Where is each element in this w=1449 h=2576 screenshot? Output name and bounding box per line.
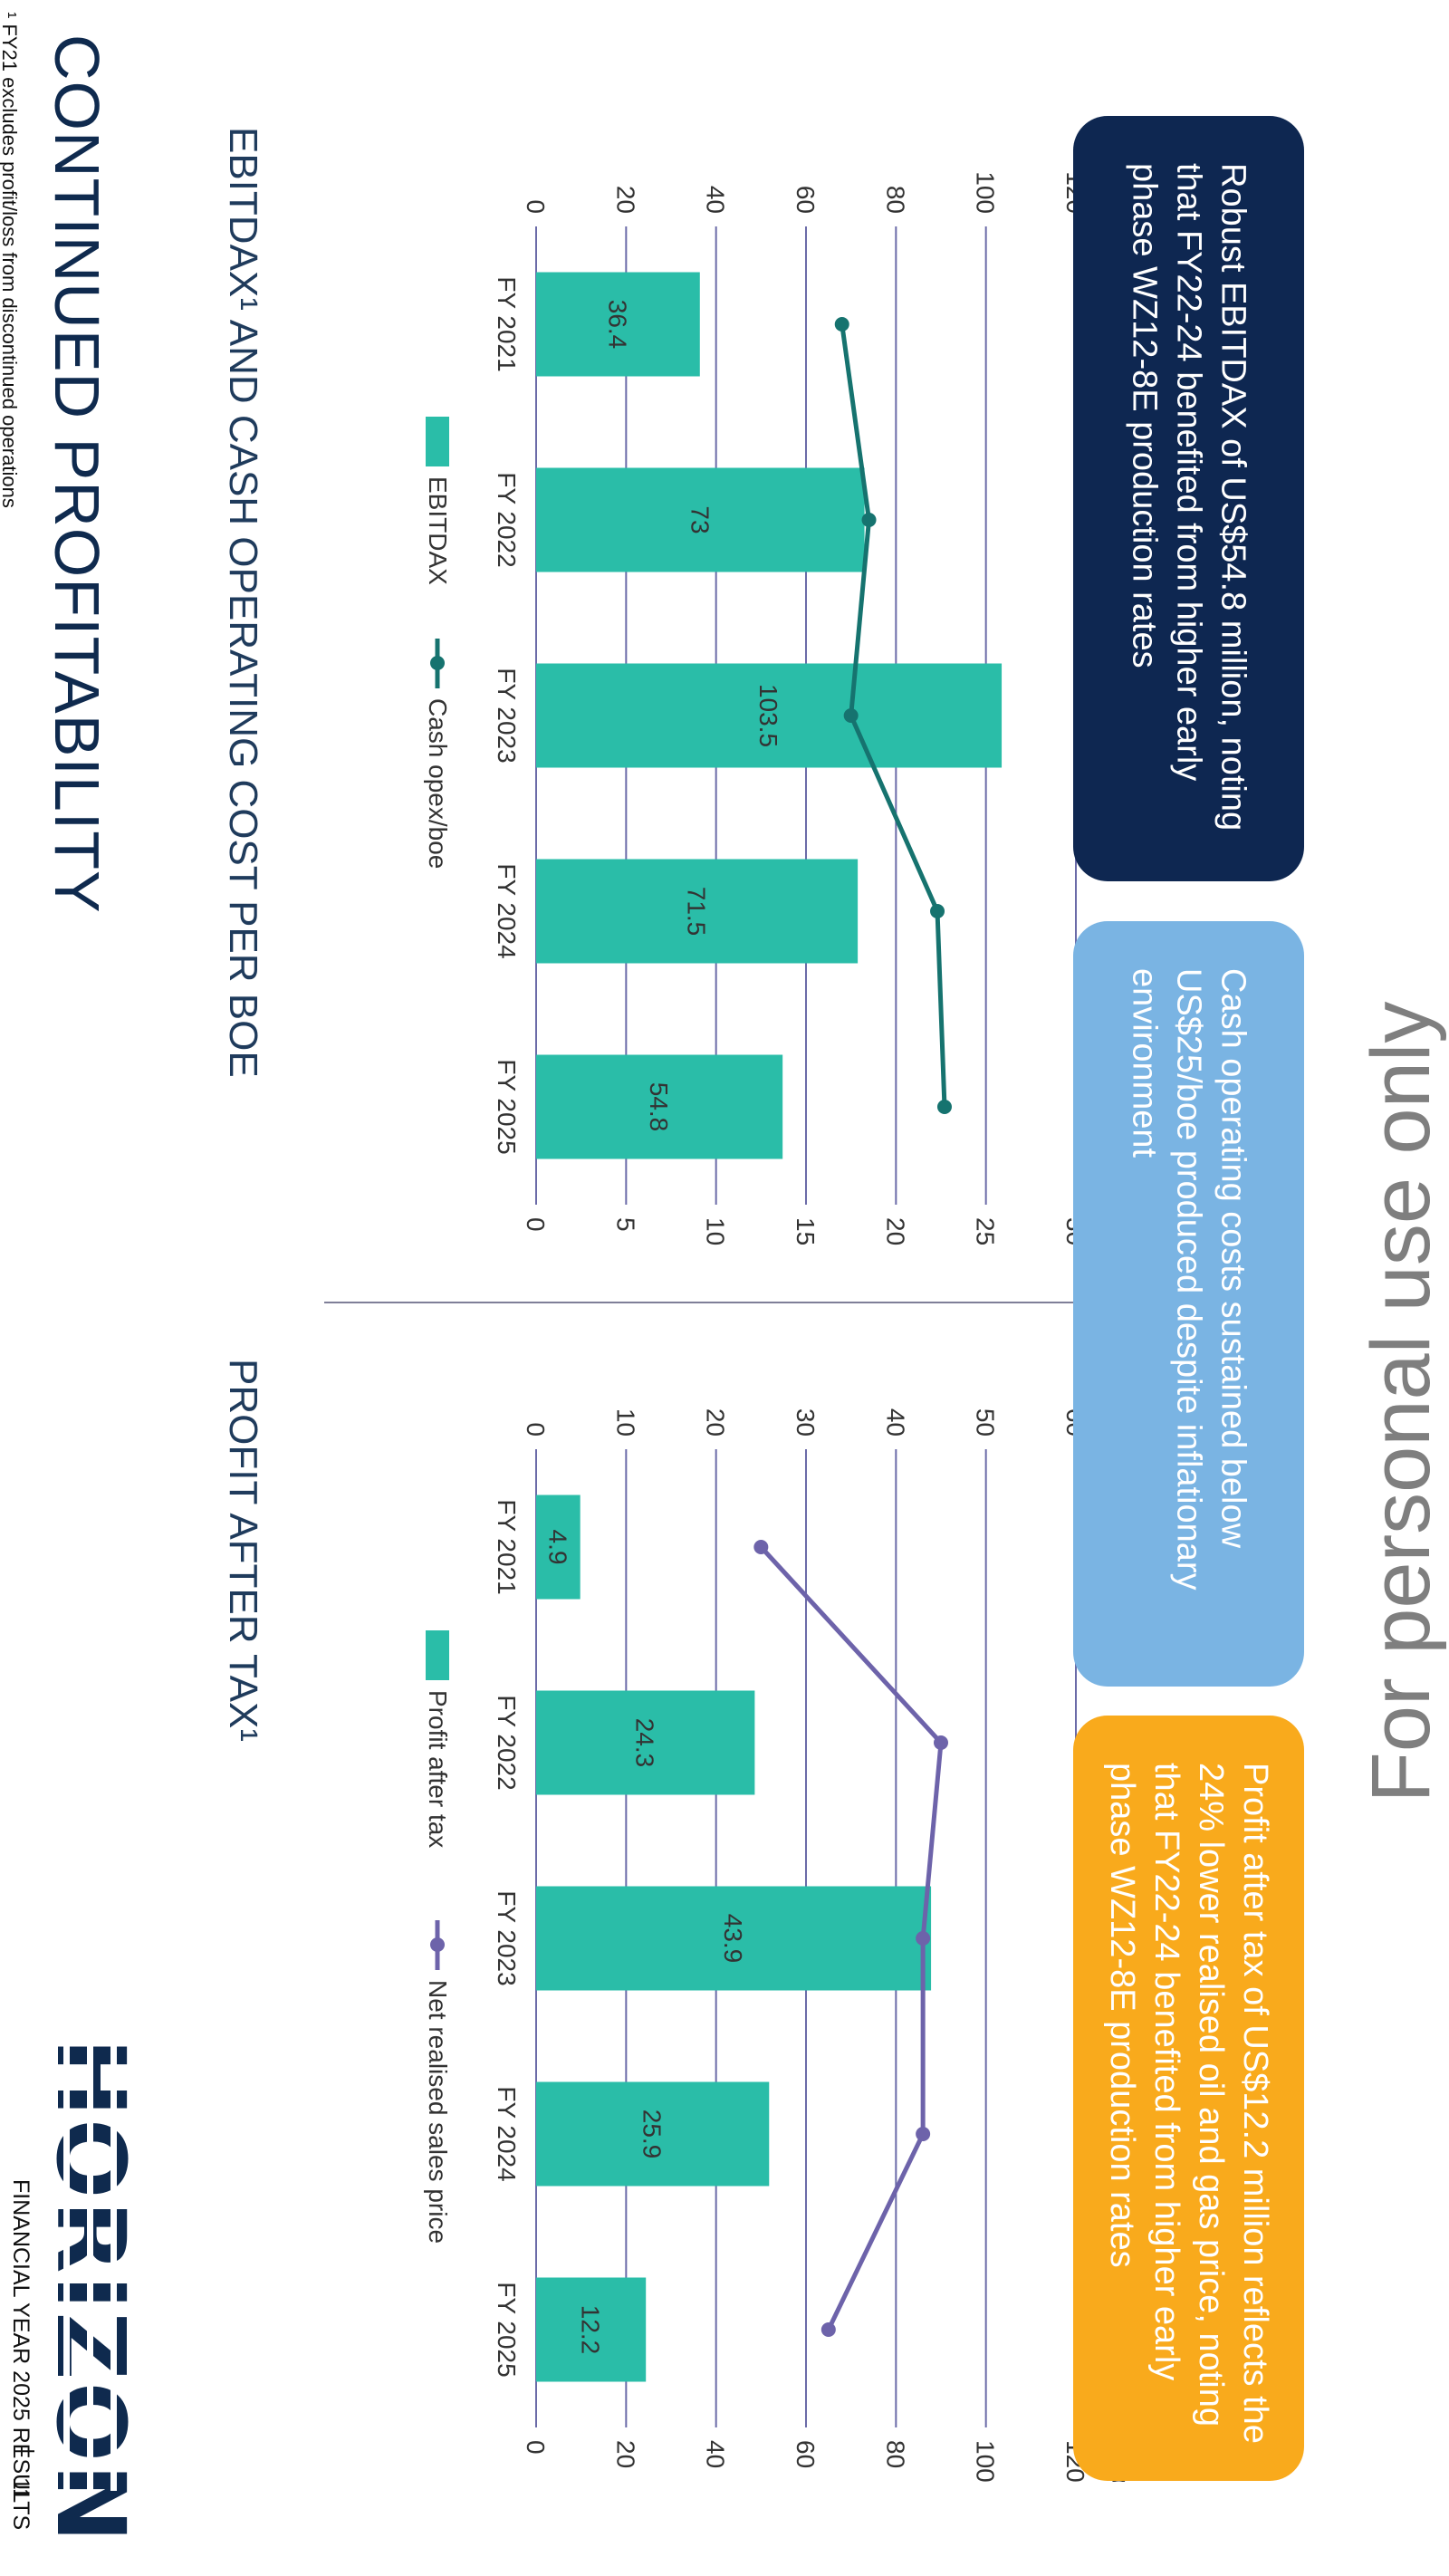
bar-value-label: 4.9	[543, 1530, 571, 1565]
bar	[535, 2277, 647, 2382]
bar	[536, 1495, 581, 1600]
horizon-logo: HORIZON	[35, 2038, 146, 2544]
bar-value-label: 24.3	[631, 1718, 659, 1768]
callout-ebitdax: Robust EBITDAX of US$54.8 million, notin…	[1073, 116, 1304, 881]
line-point	[916, 2127, 931, 2141]
y-left-tick-label: 50	[972, 1408, 1000, 1437]
y-left-tick-label: 30	[792, 1408, 820, 1437]
legend-swatch-bar	[426, 1630, 449, 1680]
bar-value-label: 54.8	[645, 1082, 673, 1132]
line-point	[936, 1100, 952, 1114]
callout-profit-text: Profit after tax of US$12.2 million refl…	[1103, 1763, 1275, 2444]
bar	[536, 2081, 770, 2187]
line-point	[916, 1931, 931, 1946]
y-right-tick-label: 15	[792, 1217, 820, 1245]
y-right-tick-label: 40	[702, 2440, 730, 2468]
line-point	[934, 1735, 948, 1750]
y-left-tick-label: 20	[702, 1408, 730, 1437]
y-left-tick-label: 100	[972, 171, 1000, 214]
bar-value-label: 25.9	[638, 2110, 667, 2159]
legend-label-bar: Profit after tax	[424, 1690, 452, 1848]
line-point	[843, 708, 859, 723]
y-left-tick-label: 0	[522, 1422, 550, 1437]
callout-ebitdax-text: Robust EBITDAX of US$54.8 million, notin…	[1126, 163, 1252, 831]
bar-value-label: 103.5	[754, 684, 782, 747]
x-tick-label: FY 2024	[493, 2086, 521, 2181]
bar-value-label: 71.5	[683, 887, 711, 937]
logo-stripe	[110, 2038, 117, 2491]
y-right-tick-label: 10	[702, 1217, 730, 1245]
y-right-tick-label: 100	[972, 2440, 1000, 2482]
bar	[536, 1054, 783, 1159]
y-left-tick-label: 40	[881, 1408, 909, 1437]
page-title: CONTINUED PROFITABILITY	[42, 34, 112, 914]
line-point	[820, 2322, 836, 2337]
bar	[536, 467, 865, 572]
y-right-tick-label: 60	[792, 2440, 820, 2468]
chart1-title: EBITDAX¹ AND CASH OPERATING COST PER BOE	[221, 127, 265, 1078]
x-tick-label: FY 2021	[493, 1499, 521, 1594]
y-right-tick-label: 20	[881, 1217, 909, 1245]
page-number: 11	[8, 2477, 34, 2501]
legend-swatch-point	[430, 1937, 445, 1952]
bar	[536, 1690, 755, 1795]
watermark: For personal use only	[1355, 1001, 1447, 1803]
profit-chart: 0102030405060020406080100120US$mUS$/boe4…	[424, 1366, 1135, 2482]
y-right-tick-label: 25	[972, 1217, 1000, 1245]
callout-profit: Profit after tax of US$12.2 million refl…	[1073, 1716, 1304, 2481]
chart2-title: PROFIT AFTER TAX¹	[221, 1359, 265, 1742]
bar-value-label: 36.4	[603, 300, 631, 350]
y-left-tick-label: 10	[611, 1408, 639, 1437]
x-tick-label: FY 2023	[493, 668, 521, 763]
line-point	[930, 904, 945, 918]
legend-label-line: Net realised sales price	[424, 1980, 452, 2244]
y-left-tick-label: 40	[702, 186, 730, 214]
callout-cash-opex: Cash operating costs sustained below US$…	[1073, 921, 1304, 1687]
y-right-tick-label: 5	[611, 1217, 639, 1232]
y-left-tick-label: 80	[881, 186, 909, 214]
bar-value-label: 73	[686, 505, 714, 533]
y-right-tick-label: 20	[611, 2440, 639, 2468]
y-left-tick-label: 60	[792, 186, 820, 214]
bar	[536, 663, 1003, 768]
legend-label-bar: EBITDAX	[424, 476, 452, 585]
line-point	[834, 317, 849, 332]
legend-swatch-point	[430, 656, 445, 670]
line-point	[753, 1540, 769, 1554]
y-left-tick-label: 0	[522, 199, 550, 214]
x-tick-label: FY 2025	[493, 1059, 521, 1154]
y-right-tick-label: 0	[522, 2440, 550, 2455]
y-right-tick-label: 0	[522, 1217, 550, 1232]
legend-label-line: Cash opex/boe	[424, 698, 452, 869]
bar	[535, 272, 700, 377]
callout-cash-opex-text: Cash operating costs sustained below US$…	[1126, 968, 1252, 1591]
footnote: ¹ FY21 excludes profit/loss from discont…	[0, 12, 21, 508]
footer-separator: |	[13, 2448, 38, 2455]
x-tick-label: FY 2022	[493, 472, 521, 567]
x-tick-label: FY 2023	[493, 1890, 521, 1985]
bar	[536, 1886, 932, 1991]
ebitdax-chart: 020406080100120051015202530US$mUS$/boe36…	[424, 143, 1135, 1259]
bar-value-label: 12.2	[577, 2305, 605, 2355]
x-tick-label: FY 2025	[493, 2282, 521, 2377]
bar	[536, 859, 859, 964]
logo-stripe	[87, 2038, 93, 2491]
x-tick-label: FY 2024	[493, 863, 521, 958]
y-left-tick-label: 20	[611, 186, 639, 214]
x-tick-label: FY 2022	[493, 1695, 521, 1790]
legend-swatch-bar	[426, 417, 449, 466]
line-point	[861, 513, 877, 527]
logo-stripe	[63, 2038, 70, 2491]
bar-value-label: 43.9	[719, 1914, 747, 1964]
x-tick-label: FY 2021	[493, 276, 521, 371]
chart-divider	[324, 1302, 1123, 1303]
y-right-tick-label: 80	[881, 2440, 909, 2468]
